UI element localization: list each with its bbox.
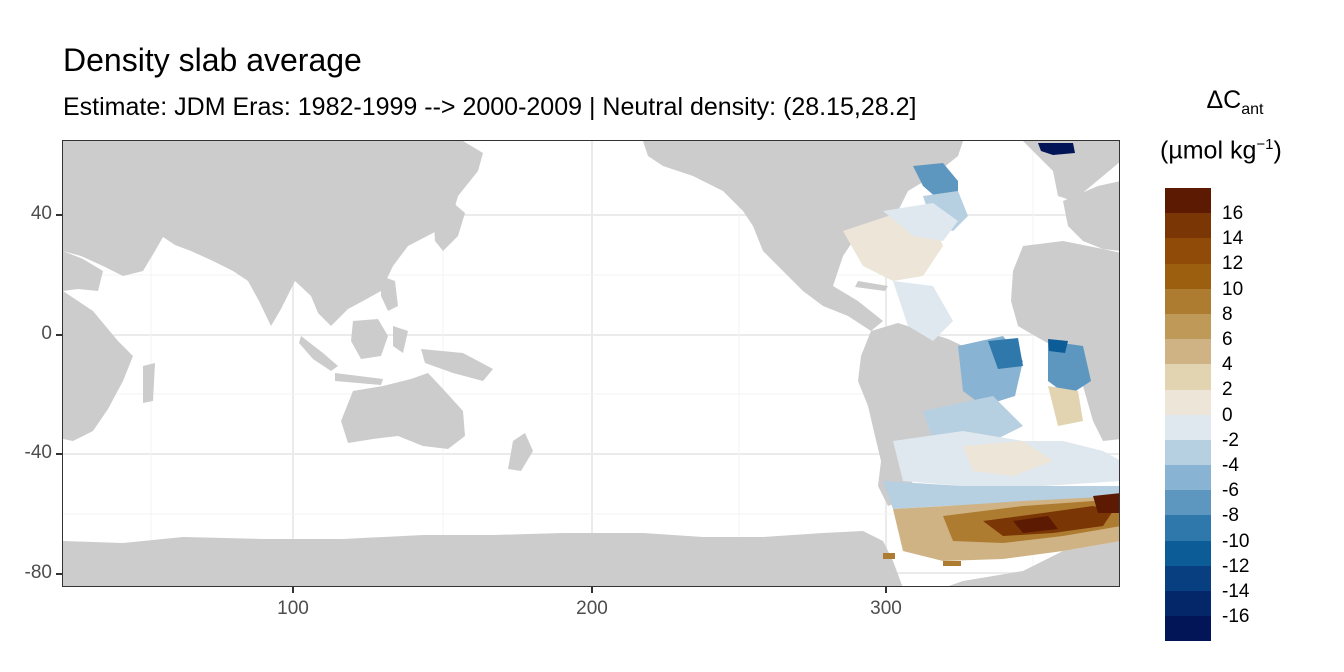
map-canvas bbox=[63, 141, 1119, 586]
legend-unit: (µmol kg−1) bbox=[1160, 136, 1282, 165]
plot-title: Density slab average bbox=[63, 42, 362, 78]
legend-colorbar bbox=[1165, 188, 1211, 642]
land-antarctica bbox=[63, 531, 903, 586]
land-newzealand bbox=[508, 433, 533, 471]
legend-swatch bbox=[1165, 213, 1211, 239]
legend-swatch bbox=[1165, 490, 1211, 516]
y-tick-mark bbox=[56, 334, 62, 336]
legend-swatch bbox=[1165, 238, 1211, 264]
legend-swatch bbox=[1165, 515, 1211, 541]
map-panel bbox=[62, 140, 1120, 587]
data-cells bbox=[843, 143, 1119, 566]
x-tick-mark bbox=[292, 587, 294, 593]
y-tick-mark bbox=[56, 573, 62, 575]
y-tick-label-minus80: -80 bbox=[24, 562, 52, 583]
cell-brazil-core bbox=[988, 338, 1023, 369]
legend-label: -16 bbox=[1222, 606, 1250, 628]
legend-swatch bbox=[1165, 339, 1211, 365]
legend-title: ΔCant bbox=[1206, 86, 1264, 118]
land-asia bbox=[63, 141, 483, 326]
land-cuba bbox=[855, 281, 888, 291]
legend-label: 10 bbox=[1222, 278, 1244, 300]
legend-label: 2 bbox=[1222, 379, 1233, 401]
cell-n-atlantic-mid bbox=[883, 203, 958, 241]
legend-swatch bbox=[1165, 540, 1211, 566]
legend-label: 0 bbox=[1222, 404, 1233, 426]
land-madagascar bbox=[143, 363, 155, 403]
x-tick-label-300: 300 bbox=[870, 598, 902, 619]
land-europe bbox=[1063, 181, 1119, 251]
y-tick-label-minus40: -40 bbox=[24, 442, 52, 463]
legend-label: -2 bbox=[1222, 429, 1239, 451]
land-north-america bbox=[643, 141, 963, 331]
y-tick-mark bbox=[56, 453, 62, 455]
legend-label: 16 bbox=[1222, 203, 1244, 224]
legend-label: 12 bbox=[1222, 253, 1244, 275]
cell-weddell-east-core bbox=[1093, 493, 1119, 513]
legend-swatch bbox=[1165, 414, 1211, 440]
cell-labrador bbox=[913, 163, 958, 201]
legend-label: -10 bbox=[1222, 530, 1250, 552]
land-newguinea bbox=[421, 349, 493, 381]
land-java bbox=[335, 373, 383, 385]
legend-swatch bbox=[1165, 439, 1211, 466]
cell-angola-deep bbox=[1048, 339, 1068, 353]
y-tick-label-0: 0 bbox=[41, 323, 52, 344]
legend-swatch bbox=[1165, 389, 1211, 415]
cell-s-atlantic-tan bbox=[963, 441, 1053, 476]
plot-subtitle: Estimate: JDM Eras: 1982-1999 --> 2000-2… bbox=[63, 93, 917, 121]
legend-label: -12 bbox=[1222, 555, 1250, 577]
legend-label: -14 bbox=[1222, 581, 1250, 602]
legend-label: -4 bbox=[1222, 455, 1239, 476]
legend-label: 8 bbox=[1222, 303, 1233, 325]
legend-label: 14 bbox=[1222, 228, 1244, 250]
y-tick-mark bbox=[56, 214, 62, 216]
legend-label: 4 bbox=[1222, 354, 1233, 376]
cell-caribbean bbox=[893, 281, 953, 341]
land-arabia bbox=[63, 251, 103, 291]
legend-swatch bbox=[1165, 364, 1211, 390]
legend-swatch bbox=[1165, 263, 1211, 289]
legend-swatch bbox=[1165, 465, 1211, 491]
legend-label: 6 bbox=[1222, 329, 1233, 350]
land-masses bbox=[63, 141, 1119, 586]
cell-antarctic-peninsula bbox=[883, 553, 895, 559]
legend-swatch bbox=[1165, 313, 1211, 340]
x-tick-mark bbox=[591, 587, 593, 593]
legend-label: -6 bbox=[1222, 480, 1239, 502]
legend-swatch bbox=[1165, 616, 1211, 642]
cell-cape-basin bbox=[1048, 341, 1091, 396]
land-australia bbox=[341, 373, 465, 449]
land-philippines bbox=[381, 276, 398, 311]
cell-weddell-core bbox=[1013, 516, 1058, 533]
cell-cape-light bbox=[1048, 386, 1083, 426]
land-borneo bbox=[351, 319, 388, 359]
cell-greenland-deep bbox=[1038, 143, 1075, 155]
cell-weddell-shelf bbox=[943, 561, 961, 566]
land-sulawesi bbox=[393, 326, 408, 353]
x-tick-mark bbox=[885, 587, 887, 593]
y-tick-label-40: 40 bbox=[30, 203, 52, 224]
legend-swatch bbox=[1165, 288, 1211, 314]
land-japan bbox=[433, 201, 465, 251]
land-sumatra bbox=[299, 336, 338, 371]
land-greenland bbox=[1023, 141, 1119, 201]
land-africa-west bbox=[63, 291, 133, 441]
legend-label: -8 bbox=[1222, 505, 1239, 527]
legend-swatch bbox=[1165, 188, 1211, 214]
legend-swatch bbox=[1165, 591, 1211, 617]
legend-swatch bbox=[1165, 565, 1211, 591]
x-tick-label-200: 200 bbox=[576, 598, 608, 619]
x-tick-label-100: 100 bbox=[277, 598, 309, 619]
land-antarctica-east bbox=[948, 541, 1119, 586]
